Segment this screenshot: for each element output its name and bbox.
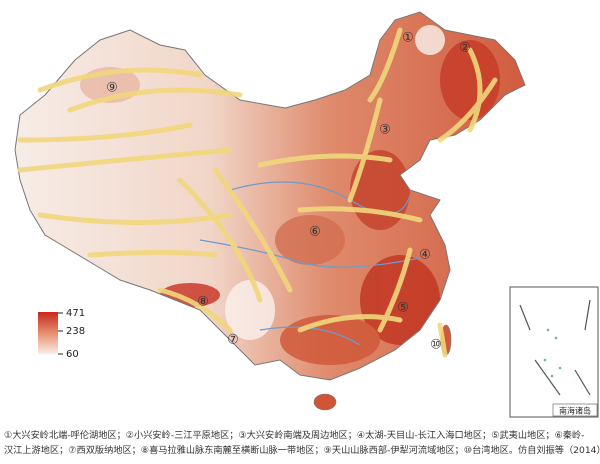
region-label: ②: [459, 41, 471, 56]
legend: 471 238 60: [38, 308, 85, 360]
region-label: ⑧: [197, 295, 209, 310]
mountain-lines: [17, 27, 498, 358]
islands: [543, 328, 562, 378]
region-label: ⑨: [106, 81, 118, 96]
region-label: ⑩: [430, 338, 442, 353]
region-label: ⑦: [227, 333, 239, 348]
legend-min: 60: [66, 349, 79, 360]
region-labels: ① ② ③ ④ ⑤ ⑥ ⑦ ⑧ ⑨ ⑩: [106, 31, 471, 353]
region-label: ①: [402, 31, 414, 46]
caption-line: 汉江上游地区；⑦西双版纳地区；⑧喜马拉雅山脉东南麓至横断山脉一带地区；⑨天山山脉…: [4, 444, 600, 456]
region-label: ④: [419, 248, 431, 263]
legend-max: 471: [66, 308, 85, 319]
region-label: ⑥: [309, 225, 321, 240]
caption-line: ①大兴安岭北端-呼伦湖地区；②小兴安岭-三江平原地区；③大兴安岭南端及周边地区；…: [4, 429, 585, 441]
inset: 南海诸岛: [509, 286, 599, 418]
legend-mid: 238: [66, 326, 85, 337]
inset-label: 南海诸岛: [559, 406, 591, 416]
region-label: ⑤: [397, 301, 409, 316]
region-label: ③: [379, 123, 391, 138]
